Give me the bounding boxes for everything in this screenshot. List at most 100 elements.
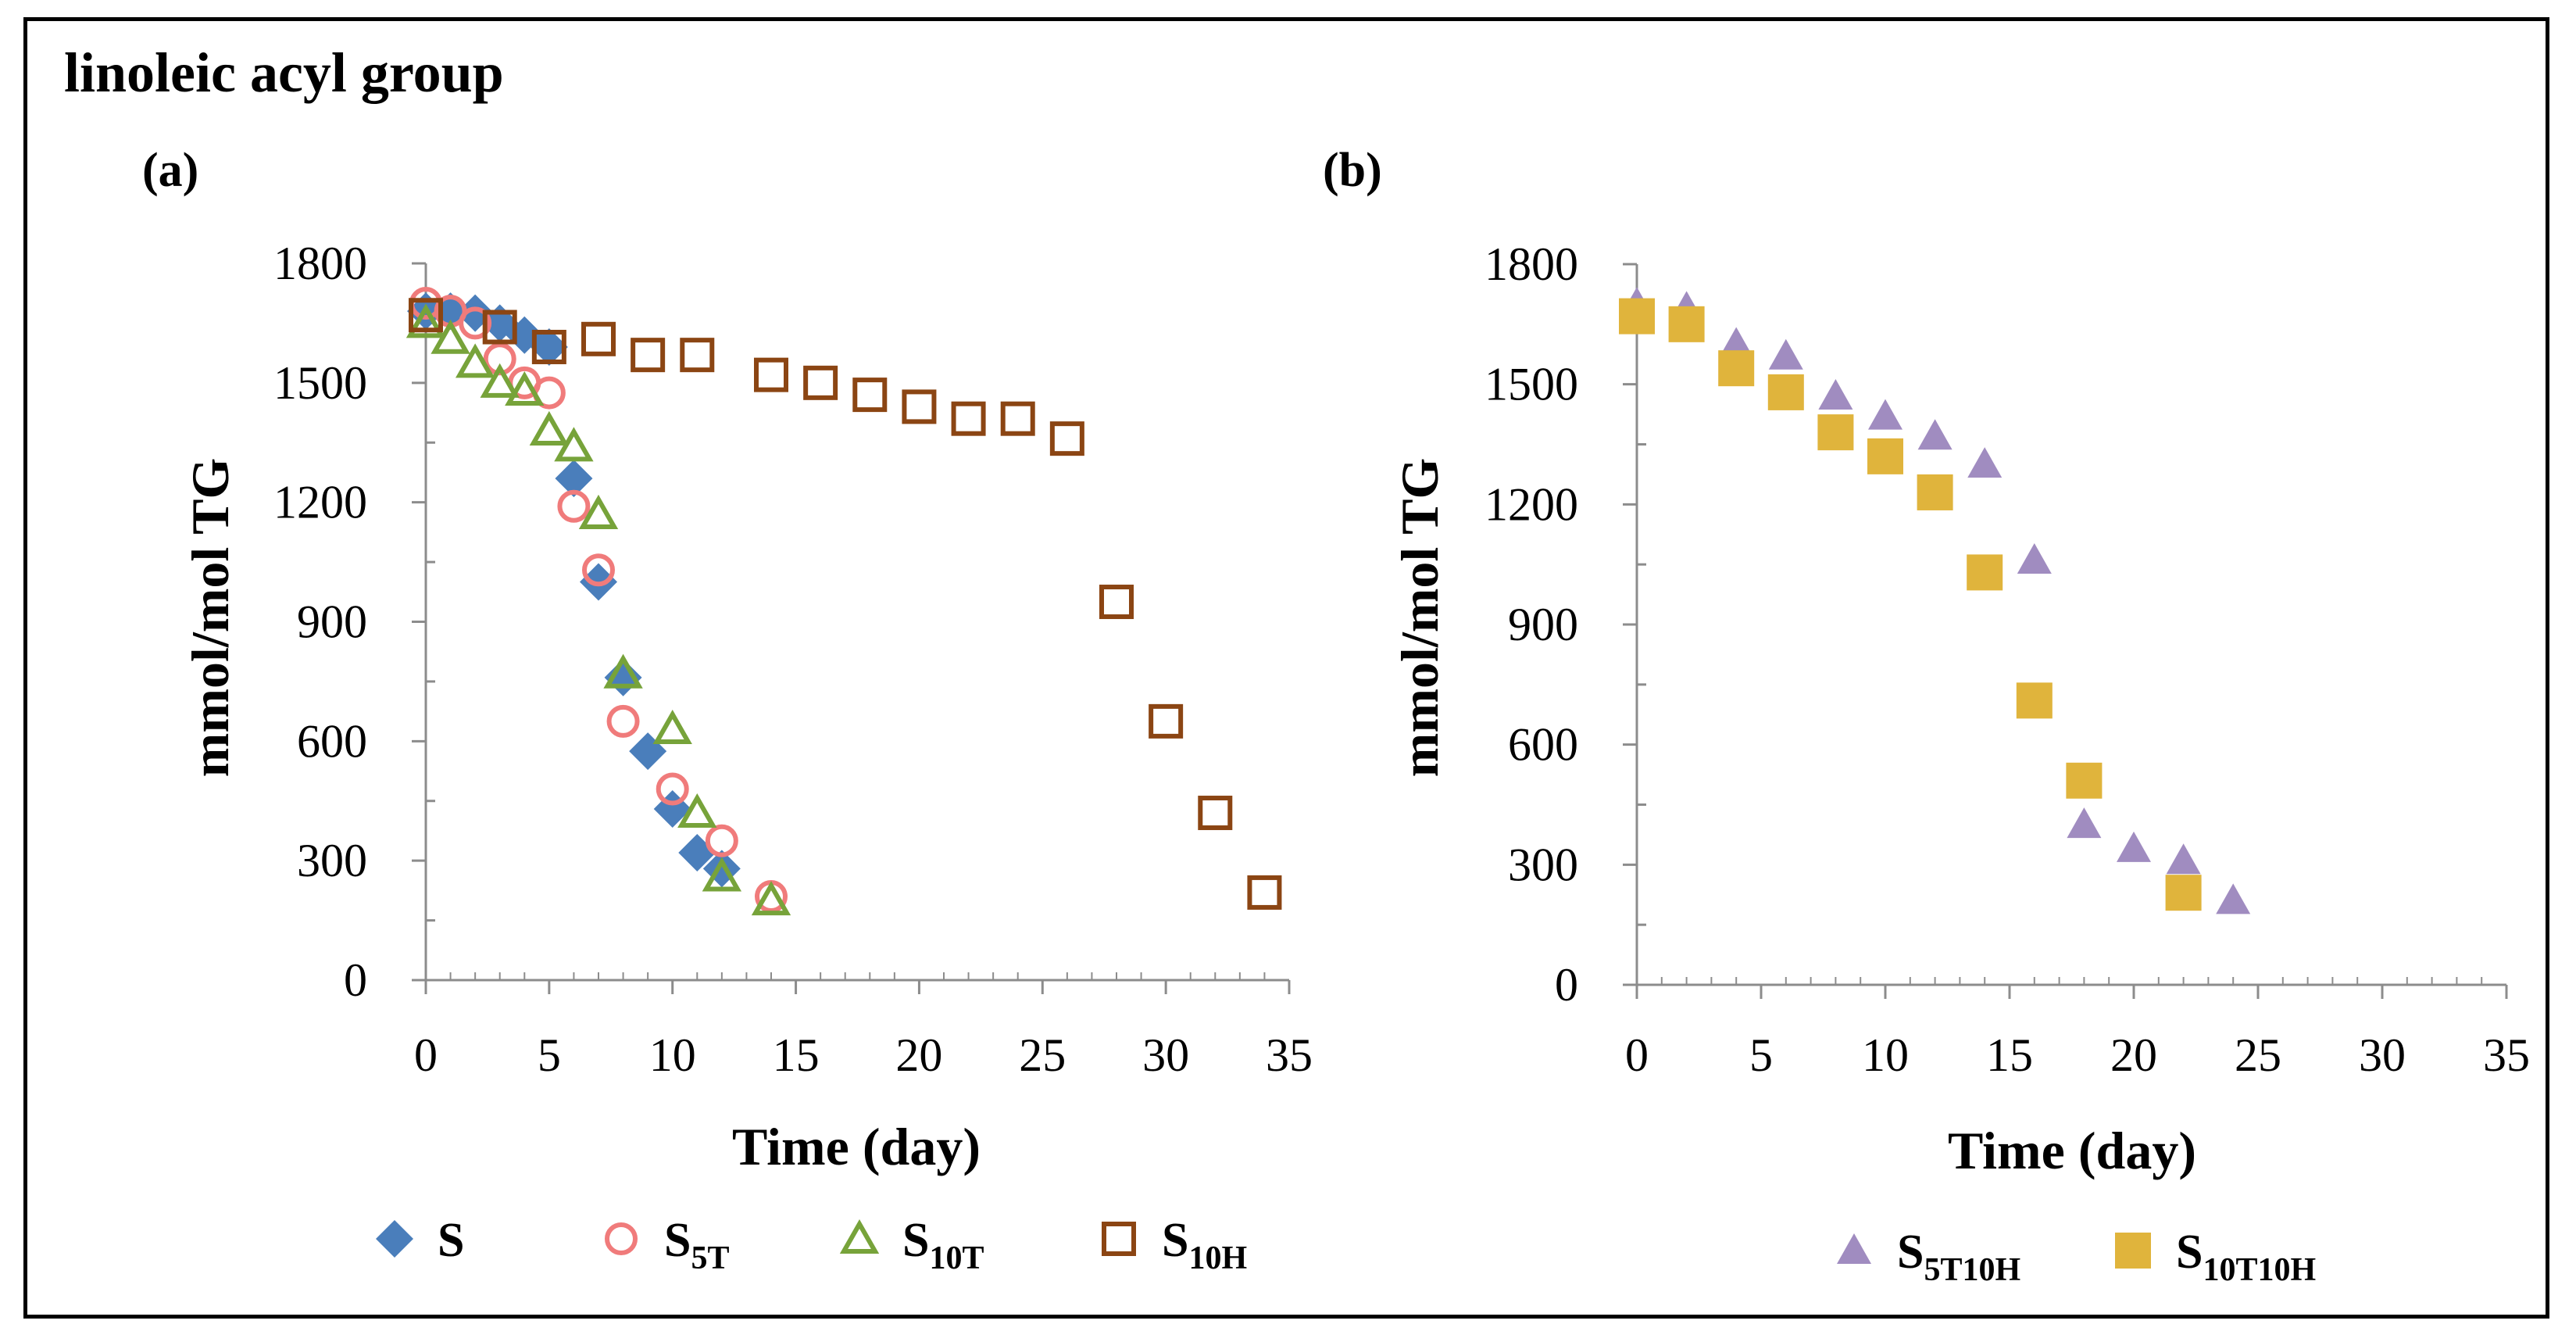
data-point-s10t10h-0 (1619, 298, 1655, 335)
marker-shape (702, 857, 742, 892)
x-tick-label: 35 (2483, 1029, 2530, 1081)
marker-shape (652, 710, 692, 745)
y-tick-label: 300 (297, 835, 367, 886)
data-point-s10t-12 (751, 881, 791, 916)
marker-shape (2115, 1233, 2151, 1269)
series-s10t10h (1619, 298, 2202, 911)
marker-shape (1718, 350, 1755, 387)
marker-shape (1149, 703, 1184, 739)
x-tick-label: 5 (538, 1029, 561, 1081)
data-point-s5t10h-6 (1917, 419, 1953, 450)
data-point-s10h-13 (1099, 585, 1134, 620)
x-tick-label: 10 (649, 1029, 696, 1081)
data-point-s5t10h-12 (2216, 883, 2251, 914)
y-tick-label: 1500 (273, 357, 367, 409)
marker-shape (555, 460, 593, 498)
marker-shape (754, 357, 788, 392)
data-point-s10t10h-3 (1767, 374, 1804, 410)
data-point-s5t10h-11 (2166, 843, 2201, 875)
data-point-s10t10h-10 (2165, 875, 2202, 911)
x-tick-label: 25 (2235, 1029, 2281, 1081)
figure-frame (23, 17, 2549, 1319)
panel-b-x-axis-label: Time (day) (1948, 1121, 2196, 1180)
marker-shape (1102, 1222, 1136, 1256)
legend-marker (605, 1222, 638, 1255)
marker-shape (2017, 543, 2052, 574)
x-tick-label: 0 (414, 1029, 438, 1081)
marker-shape (1768, 338, 1803, 370)
data-point-s10h-0 (409, 298, 443, 333)
marker-shape (2216, 883, 2251, 914)
legend-label-subscript: 10T10H (2203, 1252, 2316, 1288)
marker-shape (2016, 682, 2053, 719)
y-tick-label: 600 (297, 715, 367, 767)
x-tick-label: 15 (1986, 1029, 2033, 1081)
marker-shape (803, 365, 838, 400)
legend-label-subscript: 10H (1188, 1240, 1247, 1276)
marker-shape (1719, 327, 1754, 358)
data-point-s10h-15 (1198, 796, 1233, 831)
marker-shape (1619, 298, 1655, 335)
legend-label-subscript: 5T (691, 1240, 729, 1276)
legend-item-s10h: S10H (1102, 1214, 1247, 1276)
marker-shape (1099, 585, 1134, 620)
x-tick-label: 35 (1266, 1029, 1313, 1081)
data-point-s10t10h-1 (1668, 306, 1705, 342)
data-point-s10t-2 (455, 343, 495, 378)
data-point-s10h-12 (1049, 421, 1084, 456)
data-point-s5t10h-10 (2117, 831, 2151, 862)
data-point-s5t10h-8 (2017, 543, 2052, 574)
panel-b-y-axis-label: mmol/mol TG (1390, 458, 1449, 778)
data-point-s10h-5 (680, 338, 715, 373)
data-point-s10t-3 (480, 363, 520, 398)
legend-marker (1837, 1233, 1871, 1264)
marker-shape (1917, 419, 1953, 450)
marker-shape (656, 772, 689, 806)
panel-b-legend: S5T10H S10T10H (1837, 1226, 2316, 1288)
marker-shape (1868, 399, 1903, 430)
y-tick-label: 900 (1508, 599, 1578, 650)
figure-title: linoleic acyl group (64, 41, 504, 104)
x-tick-label: 20 (2110, 1029, 2157, 1081)
panel-a-legend: S S5T S10T S10H (376, 1214, 1247, 1276)
legend-item-s5t10h: S5T10H (1837, 1226, 2020, 1288)
marker-shape (631, 338, 666, 373)
data-point-s5t10h-5 (1868, 399, 1903, 430)
marker-shape (530, 327, 568, 366)
panel-a-x-axis-label: Time (day) (732, 1117, 981, 1176)
legend-marker (1102, 1222, 1136, 1256)
panel-b-axes: 0 300 600 900 1200 1500 1800 0 5 10 15 20 25 30 35 (1485, 238, 2530, 1081)
data-point-s5t10h-7 (1967, 447, 2003, 478)
marker-shape (2067, 807, 2102, 839)
legend-label: S (438, 1214, 464, 1267)
data-point-s10t-5 (529, 410, 570, 446)
panel-a-y-axis-label: mmol/mol TG (180, 458, 240, 778)
marker-shape (529, 410, 570, 446)
legend-label: S5T (664, 1214, 730, 1276)
series-s (407, 292, 741, 888)
marker-shape (1668, 306, 1705, 342)
marker-shape (606, 704, 640, 738)
data-point-s10t10h-9 (2066, 762, 2103, 799)
marker-shape (705, 824, 738, 857)
data-point-s10t10h-7 (1967, 554, 2003, 591)
marker-shape (1767, 374, 1804, 410)
marker-shape (1967, 554, 2003, 591)
data-point-s10t-8 (603, 653, 643, 689)
data-point-s10h-11 (1000, 401, 1035, 436)
marker-shape (1198, 796, 1233, 831)
legend-marker (2115, 1233, 2151, 1269)
y-tick-label: 1200 (273, 477, 367, 528)
legend-label-main: S (664, 1214, 691, 1267)
marker-shape (582, 553, 615, 587)
y-tick-label: 600 (1508, 719, 1578, 771)
data-point-s10h-10 (951, 401, 986, 436)
marker-shape (406, 303, 446, 338)
marker-shape (482, 310, 517, 345)
legend-label: S5T10H (1897, 1226, 2020, 1288)
y-tick-label: 0 (344, 954, 367, 1006)
data-point-s10t-1 (431, 319, 470, 354)
x-tick-label: 30 (2359, 1029, 2406, 1081)
marker-shape (531, 329, 566, 364)
marker-shape (1818, 379, 1853, 410)
